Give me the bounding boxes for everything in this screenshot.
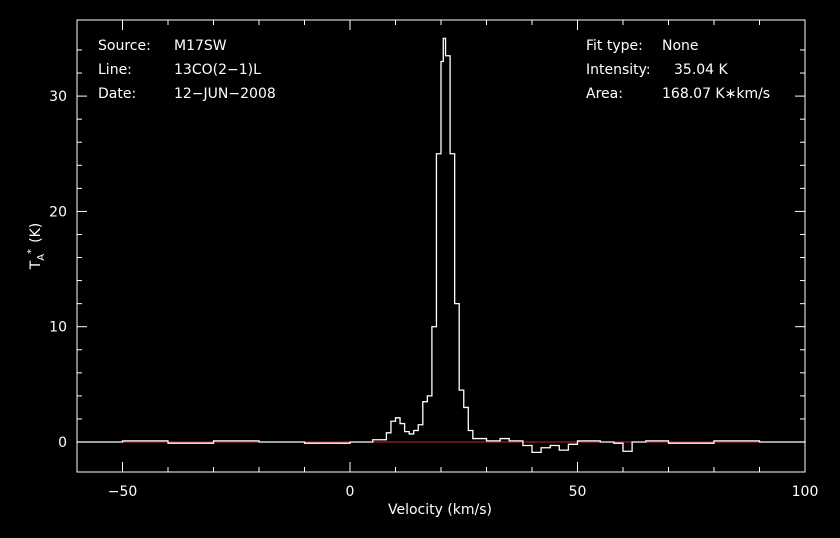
y-axis-label-unit: (K) [28,223,44,243]
data-series [77,37,806,454]
info-right-value-0: None [662,38,699,54]
x-tick-label: 100 [792,484,819,500]
y-axis-label-sub: A [36,254,47,261]
info-left-value-2: 12−JUN−2008 [174,86,276,102]
info-block-left: Source: M17SW Line: 13CO(2−1)L Date: 12−… [98,38,276,102]
info-left-key-0: Source: [98,38,151,54]
info-right-value-1: 35.04 K [674,62,729,78]
info-right-key-2: Area: [586,86,623,102]
y-tick-label: 10 [49,320,67,336]
y-axis-label-main: T [28,260,44,270]
y-tick-label: 0 [58,435,67,451]
info-left-key-2: Date: [98,86,136,102]
x-axis-label: Velocity (km/s) [388,502,492,518]
y-axis-label-sup: * [26,249,37,254]
y-axis-label: TA* (K) [26,223,47,271]
axis-tick-labels: −50 0 50 100 0 10 20 30 [49,89,818,500]
x-tick-label: −50 [108,484,138,500]
info-right-key-0: Fit type: [586,38,643,54]
y-axis-label-text: TA* (K) [26,223,47,271]
spectrum-line [77,37,806,454]
info-left-key-1: Line: [98,62,132,78]
x-axis-label-text: Velocity (km/s) [388,502,492,518]
info-block-right: Fit type: None Intensity: 35.04 K Area: … [586,38,770,102]
axis-ticks [76,20,806,472]
info-left-value-0: M17SW [174,38,227,54]
y-tick-label: 30 [49,89,67,105]
info-left-value-1: 13CO(2−1)L [174,62,261,78]
x-tick-label: 50 [569,484,587,500]
y-tick-label: 20 [49,204,67,220]
info-right-value-2: 168.07 K∗km/s [662,86,770,102]
x-tick-label: 0 [346,484,355,500]
info-right-key-1: Intensity: [586,62,651,78]
